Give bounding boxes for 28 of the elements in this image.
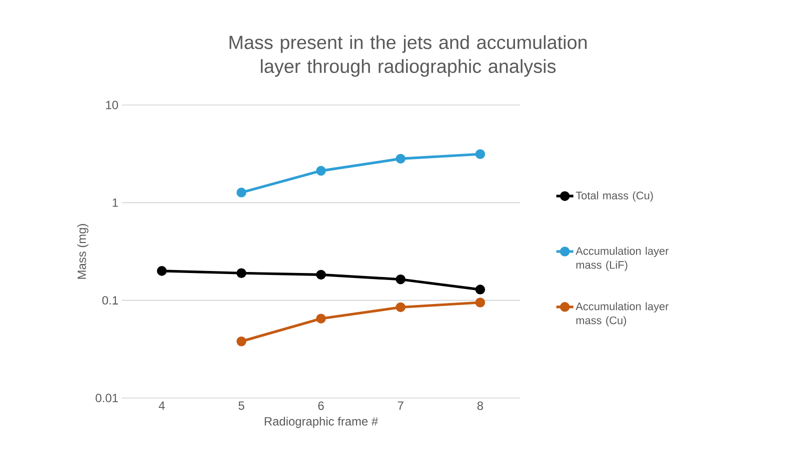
- x-tick-label: 5: [238, 402, 244, 410]
- y-tick-label: 0.1: [102, 296, 118, 305]
- point: [236, 268, 246, 278]
- point: [316, 314, 326, 324]
- point: [396, 274, 406, 284]
- point: [475, 284, 486, 294]
- point: [316, 270, 326, 280]
- x-tick-label: 4: [158, 402, 165, 410]
- point: [156, 266, 167, 276]
- legend-label: Accumulation layer mass (Cu): [576, 302, 669, 326]
- chart-title: Mass present in the jets and accumulation layer through radiographic analysis: [230, 35, 587, 77]
- x-axis-title: Radiographic frame #: [264, 416, 378, 428]
- point: [236, 188, 246, 198]
- y-tick-label: 10: [106, 100, 118, 110]
- point: [316, 166, 326, 176]
- x-tick-label: 8: [477, 402, 484, 410]
- x-tick-label: 7: [398, 402, 404, 410]
- point: [475, 149, 486, 160]
- y-tick-label: 0.01: [96, 394, 118, 402]
- legend-label: Total mass (Cu): [576, 191, 653, 202]
- point: [236, 336, 246, 346]
- legend-label: Accumulation layer mass (LiF): [576, 246, 669, 271]
- y-axis-title: Mass (mg): [77, 224, 88, 279]
- point: [396, 154, 406, 164]
- y-tick-label: 1: [112, 198, 118, 207]
- point: [475, 298, 486, 308]
- point: [396, 302, 406, 312]
- x-tick-label: 6: [318, 402, 324, 410]
